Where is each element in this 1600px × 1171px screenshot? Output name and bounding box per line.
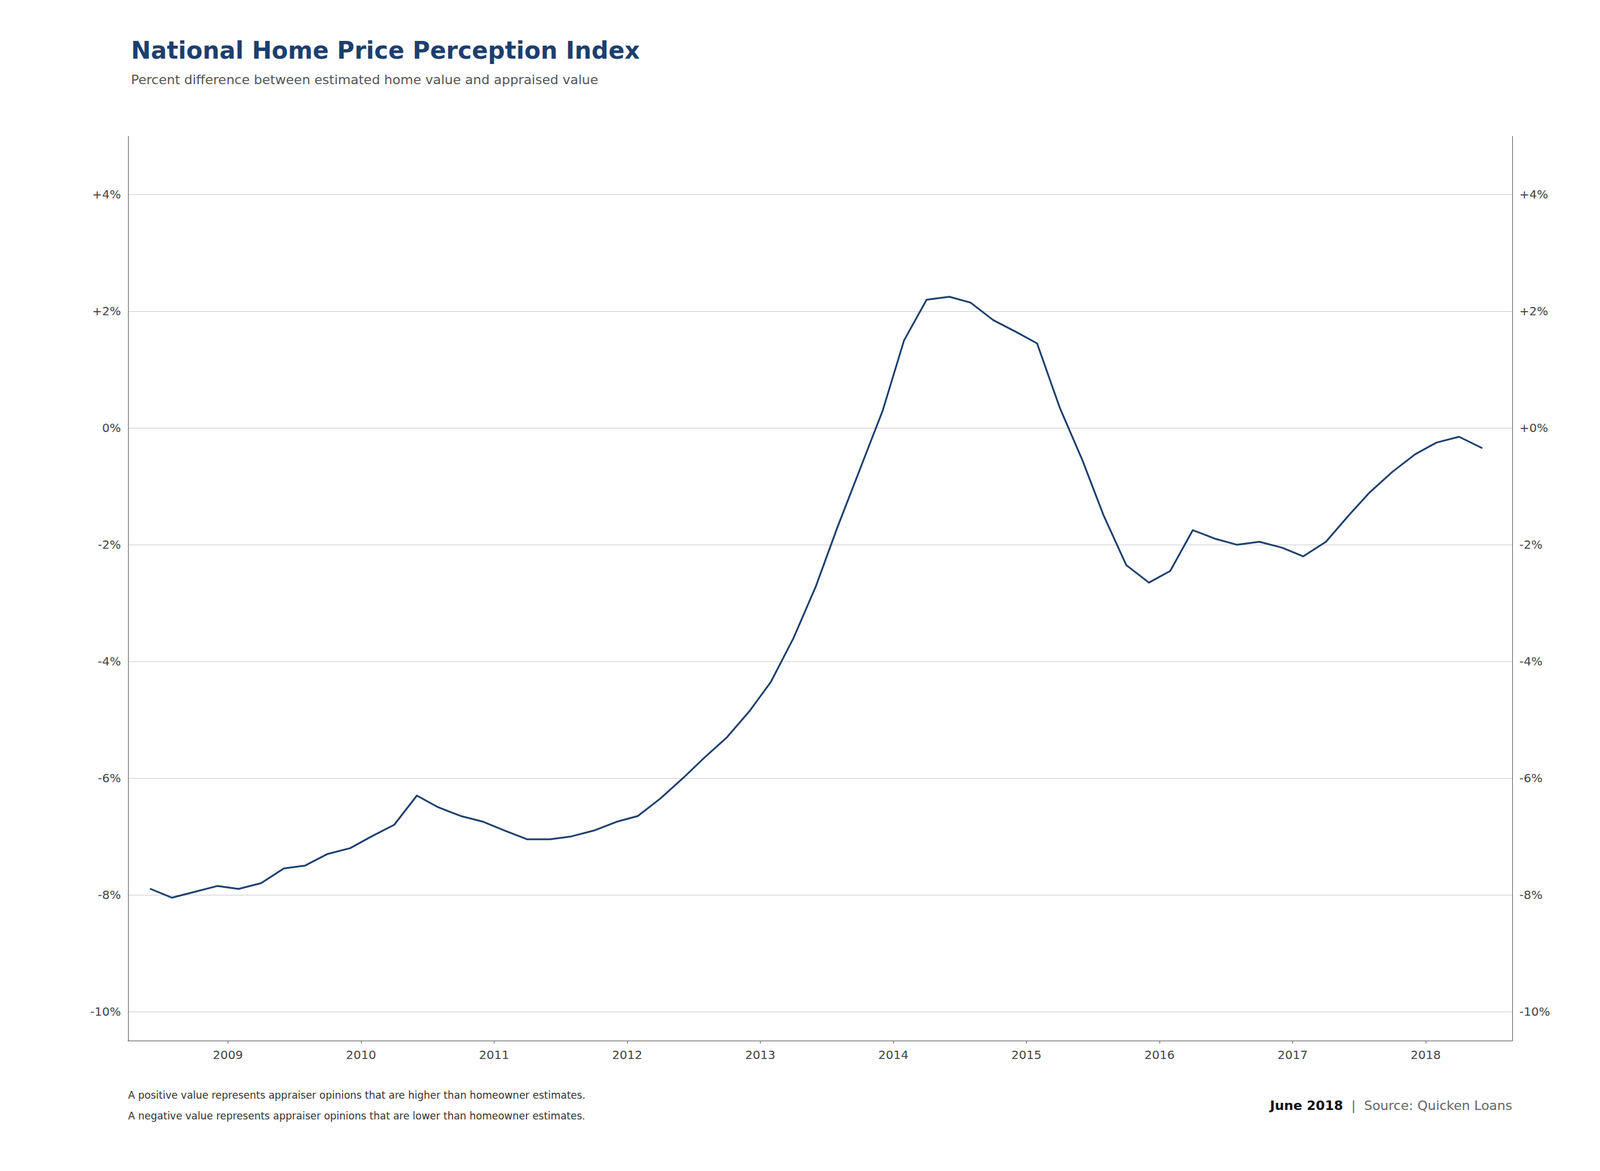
svg-text:Percent difference between est: Percent difference between estimated hom… [131,72,599,88]
svg-text:-8%: -8% [1519,888,1543,903]
svg-text:+2%: +2% [92,304,122,319]
svg-text:-10%: -10% [90,1004,121,1020]
svg-text:2016: 2016 [1144,1048,1175,1063]
svg-text:0%: 0% [101,420,121,436]
svg-text:2014: 2014 [878,1048,909,1063]
svg-text:+4%: +4% [1519,187,1549,202]
svg-text:+0%: +0% [1519,420,1549,436]
svg-text:June 2018: June 2018 [1268,1098,1343,1114]
svg-text:2015: 2015 [1011,1048,1042,1063]
svg-text:| Source: Quicken Loans: | Source: Quicken Loans [1343,1098,1513,1114]
svg-text:-2%: -2% [1519,537,1543,552]
svg-text:2012: 2012 [611,1048,643,1063]
svg-text:2009: 2009 [212,1048,244,1063]
svg-text:-10%: -10% [1519,1004,1551,1020]
svg-text:2018: 2018 [1410,1048,1442,1063]
svg-text:2011: 2011 [478,1048,510,1063]
svg-text:-6%: -6% [97,771,121,786]
svg-text:-4%: -4% [97,654,121,669]
svg-text:-8%: -8% [97,888,121,903]
svg-text:+4%: +4% [92,187,122,202]
svg-text:National Home Price Perception: National Home Price Perception Index [131,36,641,65]
svg-text:2013: 2013 [745,1048,776,1063]
svg-text:A negative value represents ap: A negative value represents appraiser op… [128,1110,586,1123]
svg-text:A positive value represents ap: A positive value represents appraiser op… [128,1089,586,1102]
svg-text:-6%: -6% [1519,771,1543,786]
svg-text:-2%: -2% [97,537,121,552]
svg-text:-4%: -4% [1519,654,1543,669]
svg-text:+2%: +2% [1519,304,1549,319]
svg-text:2017: 2017 [1277,1048,1308,1063]
svg-text:2010: 2010 [345,1048,376,1063]
